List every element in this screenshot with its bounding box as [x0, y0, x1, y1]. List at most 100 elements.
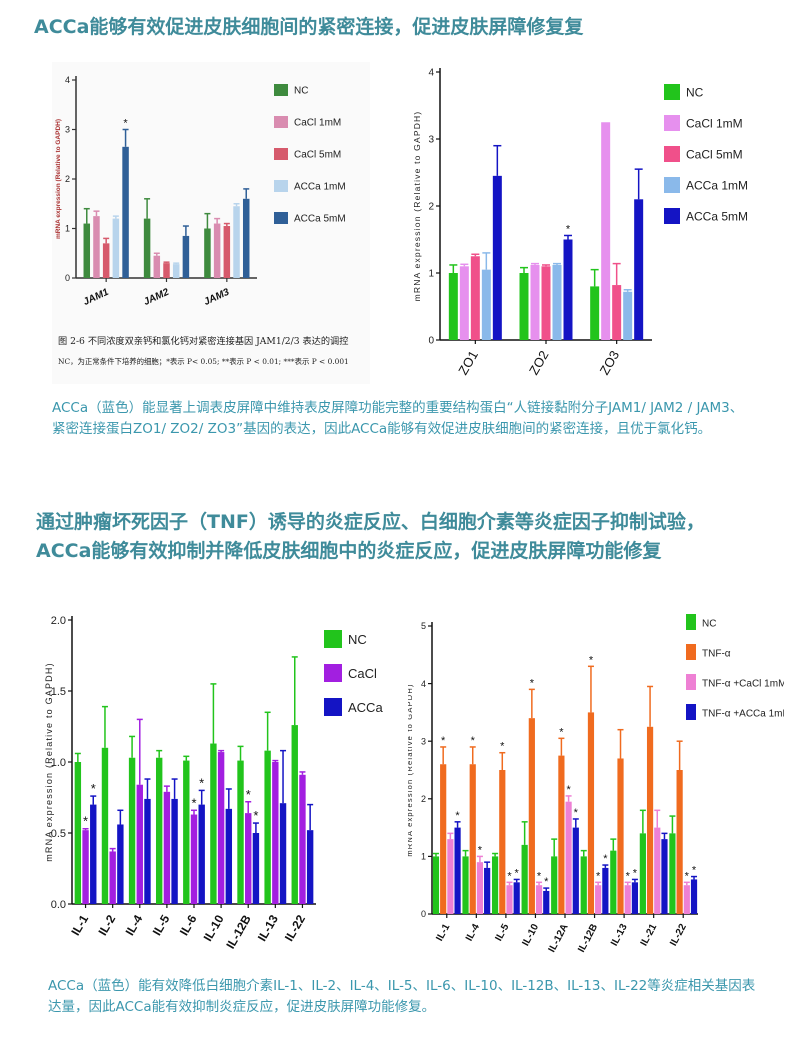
category-label: IL-6 [177, 912, 200, 938]
legend-label: ACCa 1mM [294, 181, 346, 192]
significance-mark: * [455, 810, 460, 822]
bar [225, 808, 233, 904]
bar [440, 764, 447, 914]
bar [183, 760, 190, 904]
category-label: IL-10 [201, 912, 227, 944]
legend-label: NC [702, 618, 716, 629]
bar [117, 824, 124, 904]
significance-mark: * [91, 781, 96, 796]
category-label: ZO3 [597, 348, 623, 377]
bar [624, 885, 631, 914]
y-tick-label: 0.5 [51, 828, 66, 840]
legend-swatch [274, 116, 288, 128]
bar [447, 839, 454, 914]
category-label: IL-21 [639, 922, 660, 948]
category-label: IL-4 [123, 912, 146, 938]
legend-label: CaCl 1mM [686, 116, 743, 130]
bar [448, 273, 458, 340]
y-tick-label: 3 [421, 736, 426, 746]
category-label: JAM2 [142, 287, 171, 308]
y-axis-label: mRNA expression (Relative to GAPDH) [44, 662, 54, 862]
significance-mark: * [566, 784, 571, 796]
significance-mark: * [441, 735, 446, 747]
significance-mark: * [603, 853, 608, 865]
significance-mark: * [471, 735, 476, 747]
bar [634, 199, 644, 340]
bar [528, 718, 535, 914]
bar [565, 801, 572, 914]
bar [306, 830, 314, 904]
bar [242, 198, 250, 278]
bar [83, 223, 91, 278]
bar [109, 851, 116, 904]
bar [299, 774, 306, 904]
significance-mark: * [500, 741, 505, 753]
bar [563, 239, 573, 340]
y-tick-label: 2 [65, 174, 70, 184]
legend-swatch [324, 664, 342, 682]
y-tick-label: 1 [421, 852, 426, 862]
bar [646, 726, 654, 914]
bar [590, 286, 600, 340]
y-tick-label: 3 [65, 125, 70, 135]
bar [462, 856, 469, 914]
bar [217, 752, 225, 904]
bar [163, 791, 171, 904]
significance-mark: * [692, 865, 697, 877]
significance-mark: * [574, 807, 579, 819]
significance-mark: * [199, 775, 204, 790]
bar [676, 770, 683, 914]
bar [102, 243, 110, 278]
significance-mark: * [559, 726, 564, 738]
legend-label: ACCa 5mM [686, 209, 748, 223]
bar [198, 804, 205, 904]
legend-label: CaCl [348, 666, 377, 681]
bar [617, 758, 624, 914]
category-label: IL-10 [520, 922, 541, 948]
bar [595, 885, 602, 914]
y-axis-label: mRNA expression (Relative to GAPDH) [408, 683, 414, 856]
legend-label: CaCl 5mM [686, 147, 743, 161]
bar [291, 725, 298, 904]
section1-heading: ACCa能够有效促进皮肤细胞间的紧密连接，促进皮肤屏障修复复 [34, 16, 584, 38]
bar [484, 867, 491, 914]
significance-mark: * [530, 677, 535, 689]
category-label: IL-1 [434, 922, 452, 943]
bar [163, 263, 170, 278]
category-label: IL-13 [609, 922, 630, 948]
bar [623, 291, 633, 340]
bar [476, 862, 484, 914]
significance-mark: * [566, 223, 571, 235]
y-tick-label: 4 [65, 75, 70, 85]
category-label: IL-13 [255, 912, 281, 944]
legend-swatch [664, 115, 680, 131]
bar [213, 223, 221, 278]
y-tick-label: 3 [428, 135, 434, 146]
legend-swatch [274, 148, 288, 160]
y-tick-label: 0 [428, 336, 434, 347]
significance-mark: * [478, 844, 483, 856]
legend-label: TNF-α +CaCl 1mM [702, 678, 784, 689]
y-tick-label: 4 [421, 679, 426, 689]
significance-mark: * [633, 867, 638, 879]
bar [172, 264, 180, 278]
bar [535, 885, 543, 914]
significance-mark: * [83, 814, 88, 829]
bar [558, 755, 565, 914]
significance-mark: * [589, 654, 594, 666]
bar [82, 830, 89, 904]
category-label: IL-5 [150, 912, 173, 938]
bar [521, 844, 528, 914]
category-label: JAM3 [202, 287, 231, 308]
y-axis-label: mRNA expression (Relative to GAPDH) [55, 119, 62, 239]
legend-swatch [686, 614, 696, 630]
bar [513, 882, 520, 914]
bar [112, 218, 120, 278]
bar [432, 856, 440, 914]
category-label: IL-12A [547, 922, 571, 954]
bar [530, 264, 540, 340]
significance-mark: * [253, 808, 258, 823]
bar [654, 827, 661, 914]
y-tick-label: 0 [421, 909, 426, 919]
legend-label: CaCl 1mM [294, 117, 341, 128]
